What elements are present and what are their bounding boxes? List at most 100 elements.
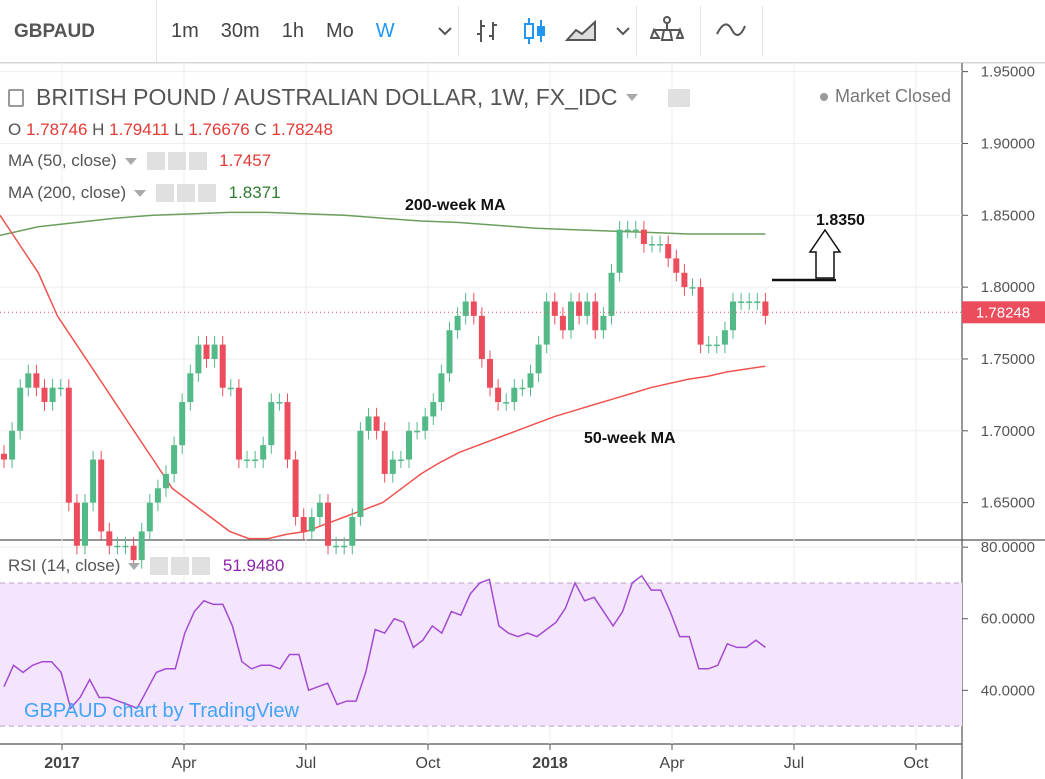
bar-chart-icon[interactable] xyxy=(470,14,504,48)
candle xyxy=(584,301,591,316)
candle xyxy=(454,315,461,331)
candle xyxy=(754,301,761,303)
rsi-band xyxy=(0,582,962,727)
ma200-value: 1.8371 xyxy=(228,183,281,202)
time-axis[interactable]: 2017 Apr Jul Oct 2018 Apr Jul Oct xyxy=(44,744,929,772)
candle xyxy=(406,430,412,460)
chevron-down-icon[interactable] xyxy=(606,14,640,48)
candle xyxy=(260,445,267,460)
area-chart-icon[interactable] xyxy=(564,14,598,48)
chevron-down-icon[interactable] xyxy=(134,189,147,197)
gear-icon[interactable] xyxy=(177,184,196,202)
candle xyxy=(649,244,655,246)
interval-week-button[interactable]: W xyxy=(375,20,395,42)
candle xyxy=(414,430,421,433)
last-price-marker: 1.78248 xyxy=(0,301,1045,324)
candle xyxy=(657,244,664,246)
gear-icon[interactable] xyxy=(167,152,186,170)
candle xyxy=(543,301,550,345)
ma50-legend[interactable]: MA (50, close) 1.7457 xyxy=(8,151,271,171)
interval-30m-button[interactable]: 30m xyxy=(220,20,260,42)
annotation-50-week-ma: 50-week MA xyxy=(584,430,676,447)
chart-title: BRITISH POUND / AUSTRALIAN DOLLAR, 1W, F… xyxy=(36,84,618,110)
candle xyxy=(373,416,380,431)
close-icon[interactable] xyxy=(198,184,217,202)
candle xyxy=(41,387,48,403)
eye-icon[interactable] xyxy=(146,152,165,170)
candle xyxy=(65,387,72,503)
time-tick-label: Jul xyxy=(784,755,804,772)
price-tick-label: 1.70000 xyxy=(981,423,1035,440)
eye-icon[interactable] xyxy=(667,88,690,107)
interval-1h-button[interactable]: 1h xyxy=(281,20,304,42)
chevron-down-icon[interactable] xyxy=(625,94,638,101)
candle xyxy=(138,531,145,561)
close-icon[interactable] xyxy=(192,557,211,575)
candle xyxy=(576,301,583,316)
candle xyxy=(292,459,299,518)
candle xyxy=(673,258,680,273)
chevron-down-icon[interactable] xyxy=(124,157,137,165)
rsi-tick-label: 40.0000 xyxy=(981,682,1035,699)
interval-month-button[interactable]: Mo xyxy=(325,20,354,42)
annotation-200-week-ma: 200-week MA xyxy=(405,197,506,214)
candle xyxy=(446,330,453,374)
ma200-legend[interactable]: MA (200, close) 1.8371 xyxy=(8,183,281,203)
indicators-icon[interactable] xyxy=(650,14,684,48)
candle xyxy=(227,387,234,390)
candle xyxy=(470,301,477,316)
candle xyxy=(632,229,639,232)
candle xyxy=(746,301,753,303)
rsi-legend[interactable]: RSI (14, close) 51.9480 xyxy=(8,556,284,576)
candle xyxy=(252,459,259,462)
interval-group: 1m 30m 1h Mo W xyxy=(160,0,406,63)
chevron-down-icon[interactable] xyxy=(128,562,141,570)
time-tick-label: Apr xyxy=(172,755,198,772)
symbol-search-button[interactable]: GBPAUD xyxy=(0,0,157,63)
candle xyxy=(600,315,607,331)
candle xyxy=(559,315,566,331)
last-price-label: 1.78248 xyxy=(976,304,1030,321)
price-tick-label: 1.95000 xyxy=(981,64,1035,81)
price-tick-label: 1.80000 xyxy=(981,279,1035,296)
ohlc-legend: O 1.78746 H 1.79411 L 1.76676 C 1.78248 xyxy=(8,120,333,140)
close-icon[interactable] xyxy=(188,152,207,170)
legend-header: BRITISH POUND / AUSTRALIAN DOLLAR, 1W, F… xyxy=(8,84,693,111)
candle xyxy=(527,373,534,388)
ma50-path xyxy=(0,214,766,540)
eye-icon[interactable] xyxy=(150,557,169,575)
candle xyxy=(681,272,688,288)
candle xyxy=(114,545,121,548)
candle xyxy=(689,287,696,289)
up-arrow-icon xyxy=(808,228,842,279)
candle xyxy=(624,229,631,232)
ma200-label: MA (200, close) xyxy=(8,183,127,202)
candle xyxy=(430,402,437,417)
time-tick-label: Oct xyxy=(904,755,929,772)
collapse-icon[interactable] xyxy=(8,88,24,107)
candle xyxy=(268,402,275,446)
tradingview-watermark[interactable]: GBPAUD chart by TradingView xyxy=(24,700,299,722)
price-axis[interactable]: 1.95000 1.90000 1.85000 1.80000 1.75000 1.700… xyxy=(962,64,1035,700)
market-status-text: Market Closed xyxy=(835,86,952,106)
candle xyxy=(341,545,348,548)
gear-icon[interactable] xyxy=(171,557,190,575)
interval-1m-button[interactable]: 1m xyxy=(171,20,199,42)
status-dot-icon xyxy=(820,92,828,101)
candle xyxy=(568,301,574,331)
eye-icon[interactable] xyxy=(156,184,175,202)
rsi-band-fill xyxy=(0,582,962,727)
candle xyxy=(122,545,129,548)
time-tick-label: Jul xyxy=(296,755,316,772)
candle xyxy=(235,387,242,460)
time-tick-label: 2018 xyxy=(532,755,568,772)
candles-icon[interactable] xyxy=(518,14,552,48)
compare-icon[interactable] xyxy=(714,14,748,48)
chevron-down-icon[interactable] xyxy=(428,14,462,48)
candle xyxy=(357,430,364,518)
candle xyxy=(49,387,56,403)
rsi-label: RSI (14, close) xyxy=(8,556,121,575)
candle xyxy=(203,344,210,359)
rsi-value: 51.9480 xyxy=(222,556,285,575)
